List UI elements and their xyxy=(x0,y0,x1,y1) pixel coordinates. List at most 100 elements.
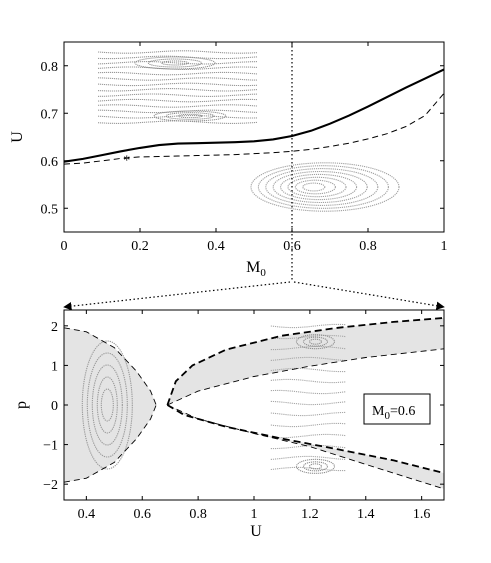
bottom-x-ticks: 0.4 0.6 0.8 1 1.2 1.4 1.6 xyxy=(78,310,431,522)
y-tick-label: 0.7 xyxy=(41,107,59,122)
inset-island-streamlines xyxy=(270,323,346,474)
bottom-inset-islands xyxy=(270,323,346,474)
zoom-connector-left xyxy=(63,281,291,311)
inset-streamline xyxy=(270,323,346,329)
top-xlabel: M0 xyxy=(246,259,266,279)
inset-elliptic-rings xyxy=(81,340,133,470)
inset-streamline xyxy=(270,422,346,428)
inset-elliptic-ring xyxy=(96,376,118,434)
band-edge-lower xyxy=(166,404,444,474)
top-ylabel: U xyxy=(9,131,26,143)
inset-island-ring xyxy=(295,458,336,474)
inset-elliptic-ring xyxy=(91,364,123,446)
y-tick-label: 2 xyxy=(51,320,58,335)
bottom-xlabel: U xyxy=(250,523,262,540)
band-inner-lower xyxy=(167,404,444,490)
y-tick-label: 0.8 xyxy=(41,60,59,75)
x-tick-label: 0.4 xyxy=(78,507,96,522)
inset-elliptic-ring xyxy=(86,352,128,458)
inset-streamline xyxy=(97,66,258,70)
x-tick-label: 0.6 xyxy=(133,507,151,522)
inset-island-ring xyxy=(308,463,323,470)
x-tick-label: 1 xyxy=(441,239,448,254)
top-panel: * 0 0.2 0.4 0.6 0.8 1 0.5 0.6 0.7 0.8 M0 U xyxy=(9,41,448,280)
m0-annotation-text: M0=0.6 xyxy=(372,404,415,422)
inset-streamline xyxy=(97,82,258,87)
inset-vortex-ring xyxy=(302,182,326,192)
inset-vortex-ring xyxy=(265,168,379,206)
y-tick-label: 0 xyxy=(51,399,58,414)
y-tick-label: −1 xyxy=(43,439,58,454)
x-tick-label: 1 xyxy=(251,507,258,522)
inset-island-ring xyxy=(153,110,227,122)
x-tick-label: 1.4 xyxy=(357,507,375,522)
inset-streamline xyxy=(270,389,346,395)
x-tick-label: 0 xyxy=(61,239,68,254)
inset-streamline xyxy=(97,50,258,54)
inset-elliptic-ring xyxy=(100,388,114,422)
inset-streamline xyxy=(97,120,258,124)
top-plot-frame xyxy=(63,41,445,233)
inset-vortex-ring xyxy=(294,179,336,195)
inset-island-ring xyxy=(165,112,215,120)
inset-streamline xyxy=(97,55,258,60)
inset-elliptic-ring xyxy=(81,340,133,470)
inset-vortex-ring xyxy=(272,170,368,204)
inset-island-ring xyxy=(161,60,189,66)
inset-streamline xyxy=(97,88,258,92)
x-tick-label: 0.6 xyxy=(283,239,301,254)
band-edge-upper xyxy=(166,317,444,406)
inset-streamline xyxy=(97,61,258,65)
inset-vortex-rings xyxy=(250,162,400,212)
bottom-separatrix-lines xyxy=(64,317,444,490)
inset-streamline xyxy=(97,71,258,76)
inset-streamline xyxy=(270,433,346,439)
bottom-ylabel: p xyxy=(13,401,30,409)
x-tick-label: 0.8 xyxy=(189,507,207,522)
top-inset-islands-left xyxy=(97,50,258,124)
inset-streamline xyxy=(270,378,346,384)
inset-island-ring xyxy=(134,56,216,70)
x-tick-label: 1.6 xyxy=(413,507,431,522)
inset-streamline xyxy=(97,115,258,119)
y-tick-label: 0.5 xyxy=(41,202,59,217)
shaded-region-left xyxy=(64,327,157,483)
inset-island-ring xyxy=(308,338,323,345)
x-tick-label: 0.8 xyxy=(359,239,377,254)
inset-streamline xyxy=(97,77,257,81)
bottom-panel: M0=0.6 0.4 0.6 0.8 1 1.2 1.4 1.6 −2 −1 0 1 2 U p xyxy=(13,309,445,540)
inset-streamline xyxy=(270,400,346,406)
top-x-ticks: 0 0.2 0.4 0.6 0.8 1 xyxy=(61,42,448,254)
inset-vortex-ring xyxy=(257,165,389,209)
inset-streamline xyxy=(97,93,258,97)
inset-vortex-ring xyxy=(287,176,347,198)
star-marker: * xyxy=(123,153,130,168)
series-line-dashed xyxy=(64,92,444,165)
inset-island-ring xyxy=(302,461,329,472)
shaded-band-upper xyxy=(167,317,444,405)
inset-island-ring xyxy=(295,334,336,350)
zoom-connector-right xyxy=(293,281,445,310)
x-tick-label: 1.2 xyxy=(301,507,319,522)
inset-island-ring xyxy=(177,113,203,119)
x-tick-label: 0.2 xyxy=(131,239,149,254)
inset-vortex-ring xyxy=(250,162,400,212)
inset-streamline xyxy=(98,109,258,114)
y-tick-label: 1 xyxy=(51,359,58,374)
top-inset-vortex-right xyxy=(250,162,400,212)
inset-streamline xyxy=(270,455,346,461)
y-tick-label: 0.6 xyxy=(41,155,59,170)
x-tick-label: 0.4 xyxy=(207,239,225,254)
series-line-solid xyxy=(64,68,444,163)
bottom-y-ticks: −2 −1 0 1 2 xyxy=(43,320,444,493)
inset-streamlines xyxy=(97,50,258,124)
inset-streamline xyxy=(97,104,258,108)
top-y-ticks: 0.5 0.6 0.7 0.8 xyxy=(41,60,444,217)
inset-streamline xyxy=(97,98,258,103)
separatrix-left-upper xyxy=(64,327,157,406)
top-series-group xyxy=(64,68,444,165)
separatrix-left-lower xyxy=(64,404,157,483)
inset-island-ring xyxy=(302,336,329,347)
inset-vortex-ring xyxy=(280,173,358,201)
